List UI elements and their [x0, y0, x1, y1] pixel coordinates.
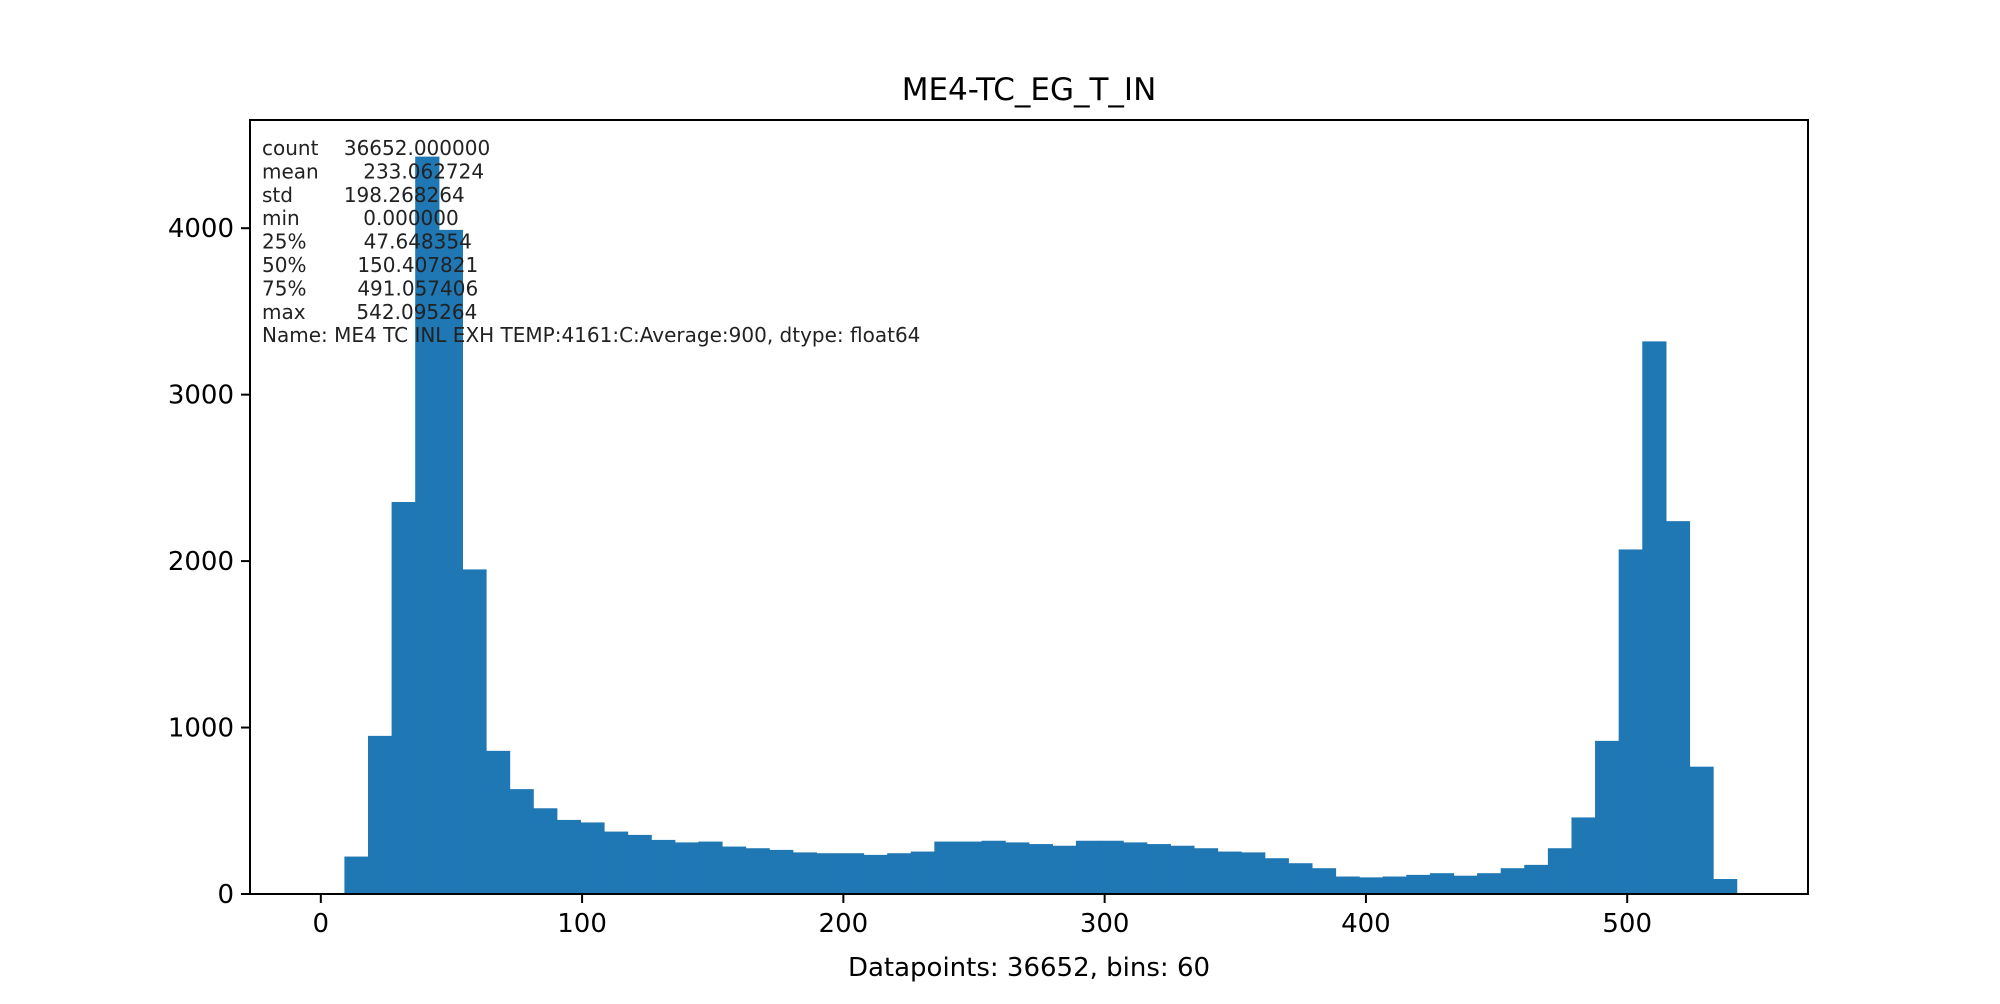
histogram-bar	[674, 842, 699, 894]
y-tick-label: 0	[217, 880, 234, 910]
chart-title: ME4-TC_EG_T_IN	[902, 72, 1157, 108]
histogram-bar	[1453, 875, 1478, 894]
histogram-bar	[1406, 874, 1431, 894]
bars-layer	[344, 156, 1738, 895]
histogram-bar	[887, 853, 912, 894]
histogram-bar	[556, 819, 581, 894]
histogram-bar	[1524, 864, 1549, 894]
histogram-bar	[1217, 851, 1242, 894]
histogram-bar	[1571, 817, 1596, 894]
x-tick-label: 400	[1341, 909, 1391, 939]
histogram-bar	[1075, 840, 1101, 894]
x-axis: 0 100 200 300 400 500	[313, 894, 1652, 939]
histogram-bar	[1477, 873, 1502, 894]
histogram-bar	[1241, 852, 1266, 894]
histogram-bar	[1547, 848, 1573, 894]
histogram-bar	[462, 569, 487, 894]
histogram-bar	[438, 229, 463, 895]
stats-text-line: min 0.000000	[262, 206, 459, 230]
stats-text-line: count 36652.000000	[262, 136, 490, 160]
histogram-bar	[745, 848, 770, 894]
y-tick-label: 3000	[168, 381, 234, 411]
histogram-bar	[1193, 848, 1219, 894]
histogram-bar	[1123, 842, 1148, 894]
histogram-bar	[651, 839, 676, 894]
y-tick-label: 4000	[168, 214, 234, 244]
histogram-bar	[1335, 876, 1360, 894]
histogram-bar	[1005, 842, 1030, 894]
histogram-bar	[603, 831, 629, 894]
histogram-bar	[1170, 845, 1195, 894]
histogram-bar	[1028, 844, 1053, 894]
x-tick-label: 300	[1080, 909, 1130, 939]
histogram-bar	[1665, 521, 1691, 894]
histogram-bar	[1595, 740, 1620, 894]
histogram-bar	[1052, 845, 1077, 894]
histogram-bar	[1642, 341, 1667, 894]
histogram-bar	[957, 841, 983, 894]
y-axis: 0 1000 2000 3000 4000	[168, 214, 250, 910]
histogram-bar	[485, 750, 511, 894]
stats-text-line: max 542.095264	[262, 300, 477, 324]
histogram-bar	[1146, 844, 1171, 894]
histogram-bar	[769, 849, 794, 894]
stats-text-line: std 198.268264	[262, 183, 465, 207]
stats-text-line: 75% 491.057406	[262, 276, 478, 300]
histogram-bar	[627, 834, 652, 894]
histogram-bar	[1382, 876, 1407, 894]
histogram-bar	[1429, 873, 1455, 894]
x-tick-label: 200	[819, 909, 869, 939]
histogram-bar	[910, 851, 935, 894]
histogram-bar	[391, 502, 416, 894]
histogram-bar	[1288, 863, 1313, 894]
histogram-bar	[1500, 868, 1525, 894]
histogram-bar	[1359, 877, 1384, 894]
histogram-bar	[698, 841, 723, 894]
stats-text-line: mean 233.062724	[262, 159, 484, 183]
x-axis-label: Datapoints: 36652, bins: 60	[848, 953, 1210, 983]
histogram-bar	[934, 841, 959, 894]
histogram-bar	[981, 840, 1006, 894]
histogram-bar	[415, 156, 440, 894]
histogram-bar	[344, 856, 369, 894]
histogram-bar	[839, 853, 865, 894]
histogram-bar	[863, 854, 888, 894]
stats-text-line: 50% 150.407821	[262, 253, 478, 277]
stats-text-line: 25% 47.648354	[262, 230, 472, 254]
stats-text-line: Name: ME4 TC INL EXH TEMP:4161:C:Average…	[262, 323, 920, 347]
histogram-bar	[721, 846, 747, 894]
histogram-bar	[792, 852, 817, 894]
plot-frame	[249, 119, 1809, 895]
histogram-bar	[533, 808, 558, 894]
x-tick-label: 500	[1602, 909, 1652, 939]
y-tick-label: 2000	[168, 547, 234, 577]
histogram-bar	[580, 822, 605, 894]
histogram-bar	[1311, 868, 1337, 894]
histogram-bar	[509, 789, 534, 894]
x-tick-label: 100	[557, 909, 607, 939]
histogram-bar	[1689, 766, 1714, 894]
histogram-bar	[1099, 840, 1124, 894]
x-tick-label: 0	[313, 909, 330, 939]
histogram-bar	[368, 735, 393, 894]
histogram-bar	[816, 853, 841, 894]
histogram-bar	[1264, 858, 1289, 894]
y-tick-label: 1000	[168, 714, 234, 744]
histogram-bar	[1618, 549, 1643, 894]
histogram-bar	[1713, 879, 1738, 894]
